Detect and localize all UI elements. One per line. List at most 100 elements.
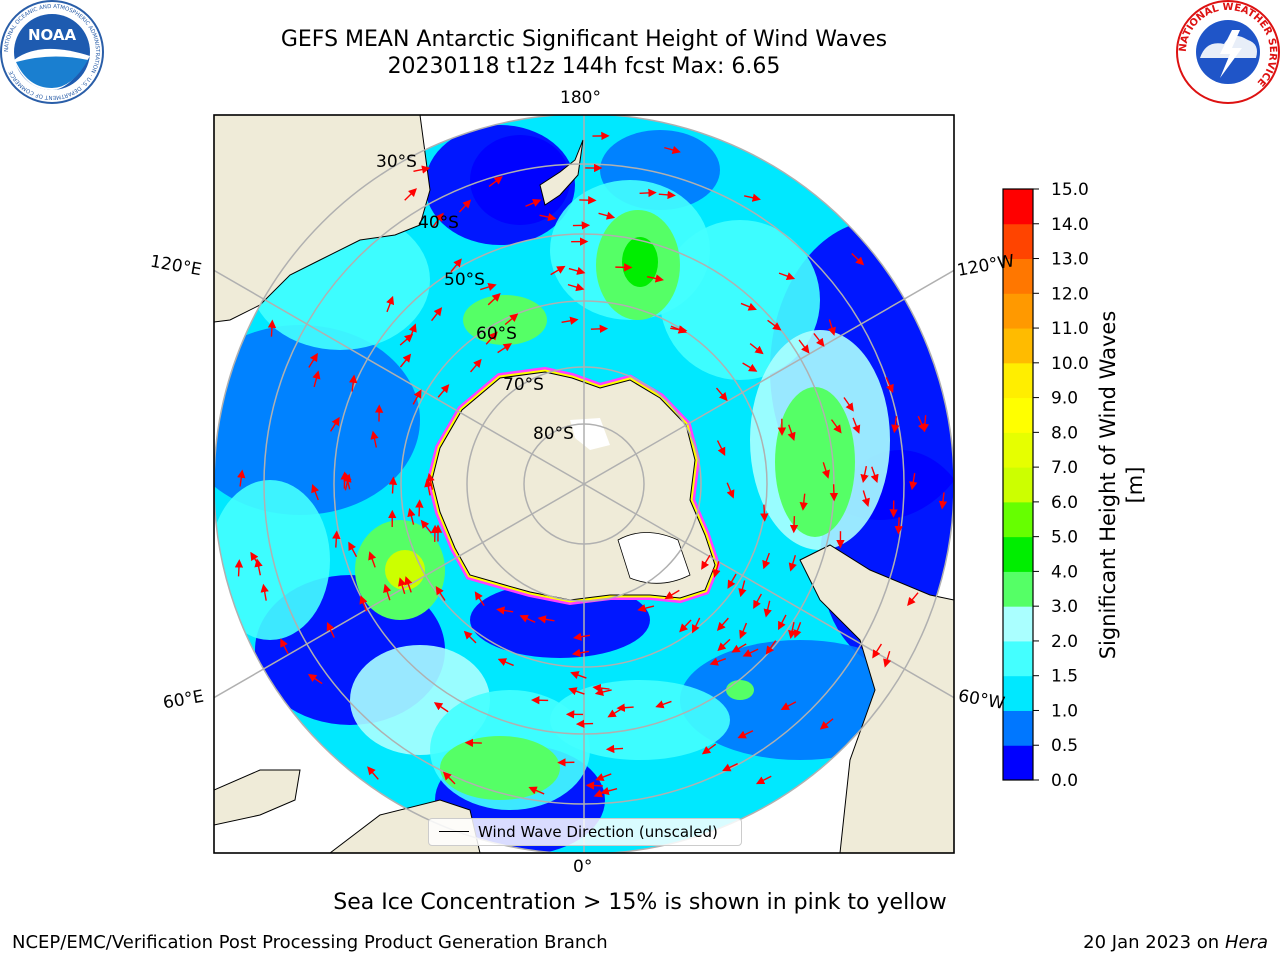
colorbar-tick-label: 13.0 <box>1051 250 1089 270</box>
wave-direction-arrow <box>568 687 585 696</box>
wave-direction-arrow <box>311 483 320 501</box>
wave-direction-arrow <box>234 559 244 577</box>
wave-direction-arrow <box>762 552 771 570</box>
wave-direction-arrow <box>383 583 392 601</box>
wave-direction-arrow <box>567 283 585 292</box>
map-legend: Wind Wave Direction (unscaled) <box>428 818 742 846</box>
wave-direction-arrow <box>851 252 865 266</box>
wave-direction-arrow <box>765 640 777 655</box>
wave-direction-arrow <box>474 591 485 607</box>
wave-direction-arrow <box>885 376 894 394</box>
colorbar-band <box>1003 640 1033 677</box>
wave-direction-arrow <box>442 771 456 785</box>
wave-direction-arrow <box>585 781 603 790</box>
lon-label-0: 0° <box>573 857 593 877</box>
wave-direction-arrow <box>561 316 579 325</box>
noaa-logo: NOAA NATIONAL OCEANIC AND ATMOSPHERIC AD… <box>0 0 104 104</box>
legend-label: Wind Wave Direction (unscaled) <box>478 823 718 841</box>
wave-direction-arrow <box>712 561 721 578</box>
colorbar-tick-label: 5.0 <box>1051 528 1078 548</box>
wave-direction-arrow <box>349 374 358 392</box>
wave-direction-arrow <box>799 493 808 511</box>
colorbar-tick-label: 1.5 <box>1051 667 1078 687</box>
colorbar-tick-label: 4.0 <box>1051 562 1078 582</box>
wave-direction-arrow <box>485 331 498 345</box>
colorbar-tick-label: 10.0 <box>1051 354 1089 374</box>
wave-patch <box>470 582 650 658</box>
wave-patch-3m <box>775 387 855 537</box>
wave-patch-3m <box>463 295 547 345</box>
wave-direction-arrow <box>709 657 727 666</box>
wave-direction-arrow <box>570 671 587 680</box>
wave-direction-arrow <box>386 295 395 313</box>
wave-direction-arrow <box>537 615 555 624</box>
wave-direction-arrow <box>437 384 450 398</box>
nws-logo: NATIONAL WEATHER SERVICE <box>1176 0 1280 104</box>
wave-direction-arrow <box>404 576 413 593</box>
wave-direction-arrow <box>655 700 672 709</box>
wave-direction-arrow <box>388 476 398 494</box>
wave-direction-arrow <box>830 419 842 434</box>
colorbar-title: Significant Height of Wind Waves [m] <box>1096 310 1147 660</box>
lat-label-60s: 60°S <box>476 324 517 344</box>
wave-direction-arrow <box>539 212 557 222</box>
colorbar-band <box>1003 710 1033 746</box>
wave-direction-arrow <box>433 702 449 713</box>
wave-direction-arrow <box>605 744 624 754</box>
colorbar-tick-label: 0.5 <box>1051 736 1078 756</box>
wave-direction-arrow <box>821 462 830 479</box>
wave-direction-arrow <box>519 614 536 623</box>
colorbar-tick-label: 9.0 <box>1051 389 1078 409</box>
wave-direction-arrow <box>778 272 796 281</box>
wave-direction-arrow <box>496 606 514 615</box>
wave-direction-arrow <box>637 604 655 613</box>
wave-direction-arrow <box>658 190 676 200</box>
wave-direction-arrow <box>670 325 687 334</box>
lat-label-40s: 40°S <box>418 213 459 233</box>
lon-label-180: 180° <box>560 88 601 108</box>
wave-direction-arrow <box>860 465 869 483</box>
noaa-logo-text: NOAA <box>28 26 77 44</box>
wave-direction-arrow <box>458 199 472 213</box>
wave-direction-arrow <box>312 370 321 388</box>
wave-direction-arrow <box>780 701 797 711</box>
wave-direction-arrow <box>359 595 368 612</box>
wave-direction-arrow <box>370 430 379 448</box>
colorbar-band <box>1003 223 1033 260</box>
wave-direction-arrow <box>798 339 810 354</box>
wave-direction-arrow <box>413 165 431 174</box>
colorbar-band <box>1003 189 1033 225</box>
wave-direction-arrow <box>488 176 503 188</box>
wave-direction-arrow <box>760 504 769 522</box>
footer-host: Hera <box>1224 932 1268 953</box>
wave-direction-arrow <box>737 730 754 739</box>
wave-direction-arrow <box>367 766 379 780</box>
wave-direction-arrow <box>755 775 772 785</box>
lat-label-50s: 50°S <box>444 270 485 290</box>
colorbar-tick-label: 1.0 <box>1051 701 1078 721</box>
wave-direction-arrow <box>326 621 335 638</box>
footer-date: 20 Jan 2023 on Hera <box>1083 932 1268 953</box>
wave-direction-arrow <box>891 416 900 434</box>
wave-direction-arrow <box>907 592 919 606</box>
graticule <box>214 115 954 853</box>
wave-direction-arrow <box>267 319 277 337</box>
footer-credit: NCEP/EMC/Verification Post Processing Pr… <box>12 932 608 953</box>
sea-ice-note: Sea Ice Concentration > 15% is shown in … <box>333 890 947 915</box>
wave-direction-arrow <box>480 282 497 291</box>
wave-direction-arrow <box>463 630 477 644</box>
wave-direction-arrow <box>872 643 883 659</box>
wave-direction-arrow <box>813 332 825 347</box>
wave-direction-arrow <box>753 593 763 609</box>
wave-direction-arrow <box>348 541 358 558</box>
wave-direction-arrow <box>450 258 462 273</box>
wave-direction-arrow <box>788 555 797 572</box>
wave-direction-arrow <box>701 743 717 755</box>
wave-direction-arrow <box>788 621 797 639</box>
wave-direction-arrow <box>717 638 731 652</box>
wave-direction-arrow <box>280 638 289 655</box>
map-title: GEFS MEAN Antarctic Significant Height o… <box>280 27 888 52</box>
wave-direction-arrow <box>861 490 870 507</box>
wave-direction-arrow <box>646 274 664 283</box>
